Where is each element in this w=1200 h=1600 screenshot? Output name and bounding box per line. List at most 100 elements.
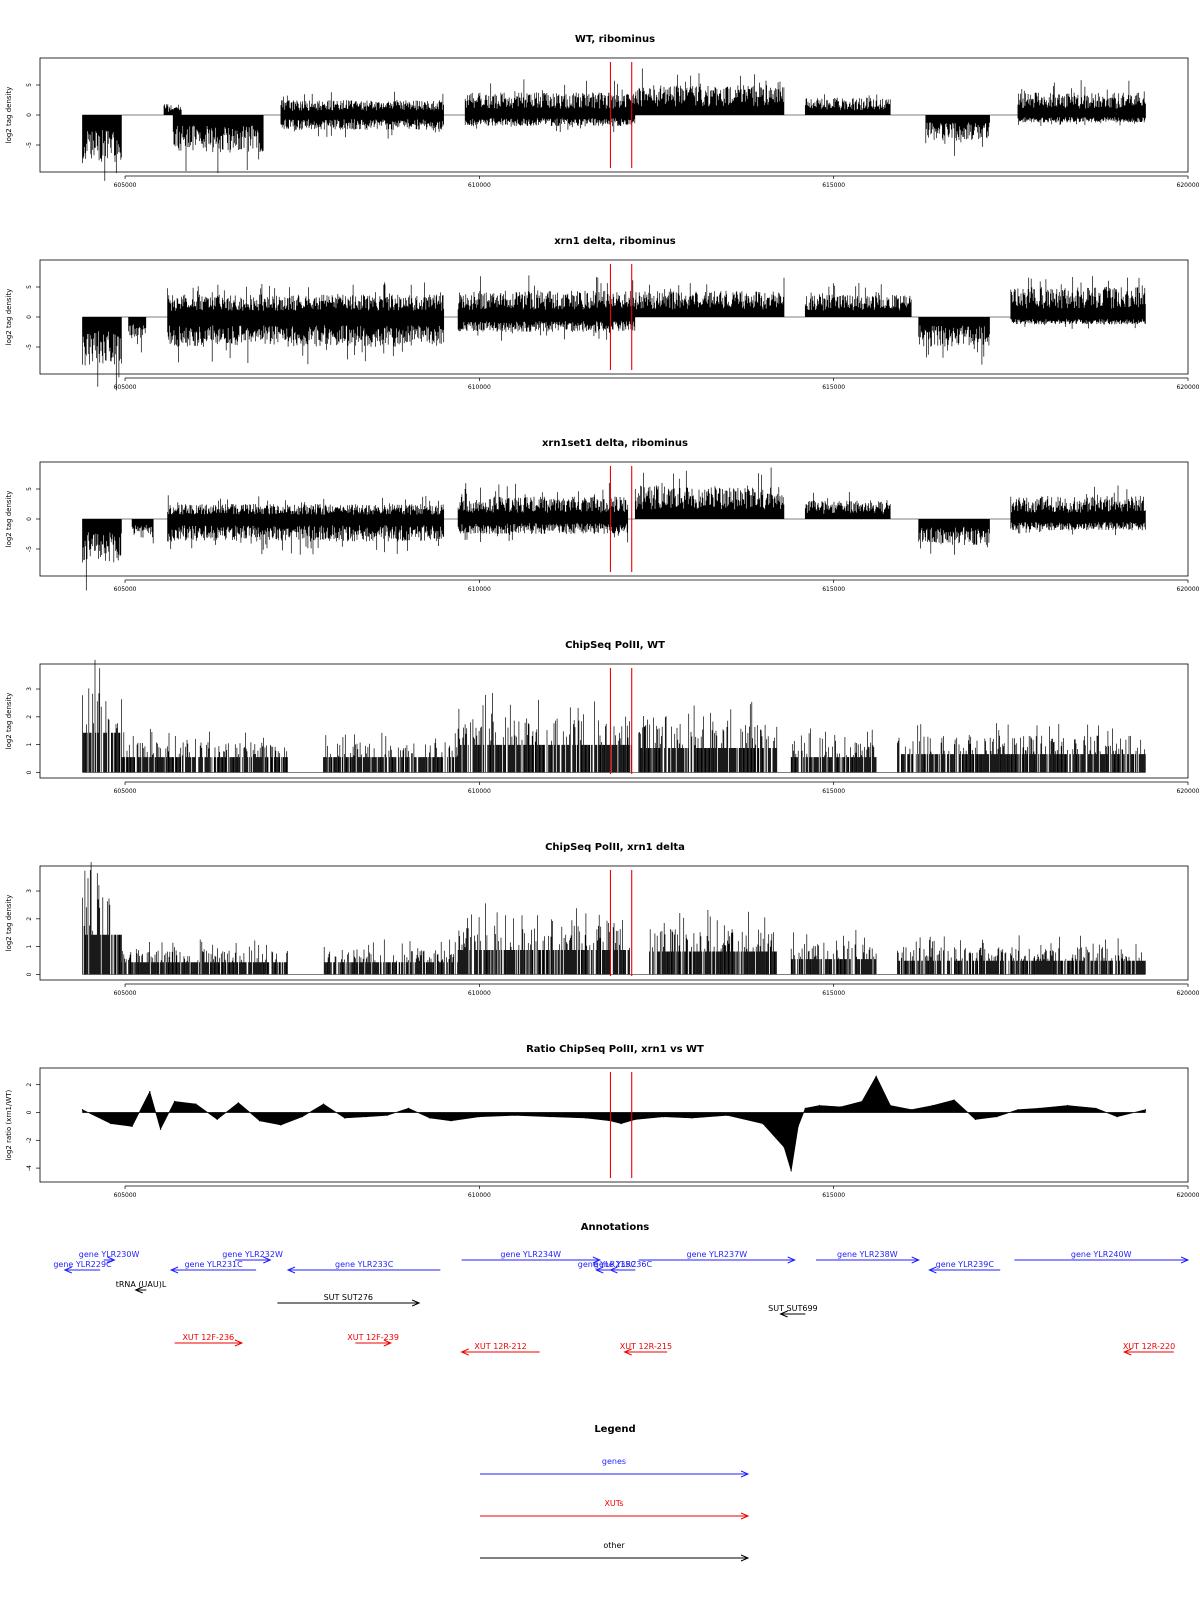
signal-segment <box>131 519 154 544</box>
x-tick-label: 615000 <box>822 586 845 593</box>
plot-frame <box>39 663 1189 779</box>
signal-segment <box>804 283 912 317</box>
signal-segment <box>323 732 458 773</box>
signal-segment <box>1010 485 1146 519</box>
x-tick-label: 610000 <box>468 1192 491 1199</box>
feature-label: gene YLR239C <box>936 1260 995 1269</box>
signal-bars <box>121 728 288 773</box>
x-tick-label: 610000 <box>468 788 491 795</box>
annotations-title: Annotations <box>581 1222 650 1233</box>
signal-segment <box>457 317 636 341</box>
signal-bars <box>790 728 877 773</box>
feature-arrowhead <box>169 1266 179 1274</box>
signal-segment <box>790 728 877 773</box>
y-tick-label: 5 <box>26 83 33 87</box>
ratio-point <box>996 1116 998 1118</box>
annotation-feature: XUT 12R-212 <box>460 1342 540 1356</box>
feature-label: gene YLR237W <box>686 1250 747 1259</box>
ratio-point <box>450 1120 452 1122</box>
feature-label: XUT 12F-236 <box>182 1333 234 1342</box>
signal-segment <box>82 862 122 975</box>
signal-segment <box>82 519 122 591</box>
ratio-point <box>1144 1109 1147 1111</box>
signal-segment <box>457 519 629 543</box>
ratio-point <box>783 1146 785 1148</box>
y-tick-label: 0 <box>26 1110 33 1114</box>
ratio-point <box>280 1124 282 1126</box>
signal-bars <box>280 91 444 115</box>
annotation-feature: gene YLR229C <box>53 1260 112 1274</box>
signal-bars <box>634 467 785 519</box>
signal-bars <box>323 732 458 773</box>
signal-segment <box>1010 519 1146 536</box>
y-tick-label: 5 <box>26 285 33 289</box>
signal-segment <box>457 275 785 317</box>
ratio-point <box>762 1123 764 1125</box>
ratio-point <box>131 1125 133 1127</box>
y-tick-label: -5 <box>26 142 33 148</box>
x-tick-label: 605000 <box>114 1192 137 1199</box>
y-tick-label: -5 <box>26 546 33 552</box>
signal-bars <box>457 317 636 341</box>
feature-label: gene YLR229C <box>53 1260 112 1269</box>
signal-bars <box>457 483 629 519</box>
signal-bars <box>464 79 636 115</box>
ratio-point <box>301 1116 303 1118</box>
ratio-point <box>974 1118 977 1120</box>
annotation-feature: SUT SUT276 <box>277 1293 421 1307</box>
signal-bars <box>638 701 778 773</box>
feature-arrowhead <box>779 1310 788 1318</box>
y-tick-label: 0 <box>26 113 33 117</box>
x-tick-label: 615000 <box>822 384 845 391</box>
feature-label: gene YLR232W <box>222 1250 283 1259</box>
signal-bars <box>323 939 458 975</box>
ratio-point <box>365 1116 367 1118</box>
signal-segment <box>167 317 445 365</box>
signal-segment <box>790 930 877 975</box>
y-tick-label: 5 <box>26 487 33 491</box>
signal-bars <box>649 910 777 975</box>
y-tick-label: 0 <box>26 517 33 521</box>
signal-segment <box>82 317 122 391</box>
y-tick-label: 2 <box>26 1083 33 1087</box>
signal-segment <box>82 115 122 181</box>
signal-bars <box>464 115 636 133</box>
signal-segment <box>121 728 288 773</box>
y-tick-label: 1 <box>26 743 33 747</box>
signal-bars <box>82 317 122 391</box>
x-tick-label: 615000 <box>822 1192 845 1199</box>
legend-item: XUTs <box>480 1499 750 1520</box>
ratio-point <box>514 1114 516 1116</box>
feature-arrowhead <box>928 1266 937 1274</box>
feature-label: gene YLR230W <box>79 1250 140 1259</box>
signal-bars <box>634 68 785 115</box>
signal-bars <box>925 115 990 156</box>
chart-panel: WT, ribominus log2 tag density -5 0 5 605000 6… <box>5 34 1200 189</box>
feature-label: XUT 12R-212 <box>474 1342 526 1351</box>
feature-label: gene YLR240W <box>1071 1250 1132 1259</box>
x-tick-label: 620000 <box>1177 384 1200 391</box>
feature-arrowhead <box>460 1348 469 1356</box>
ratio-point <box>797 1125 799 1127</box>
x-tick-label: 615000 <box>822 788 845 795</box>
chart-title: WT, ribominus <box>575 34 655 45</box>
signal-segment <box>121 939 288 975</box>
signal-segment <box>918 317 990 365</box>
x-tick-label: 605000 <box>114 182 137 189</box>
signal-segment <box>1017 80 1146 115</box>
signal-segment <box>82 659 122 773</box>
chart-panel: xrn1 delta, ribominus log2 tag density -5 0… <box>5 236 1200 391</box>
x-tick-label: 620000 <box>1177 788 1200 795</box>
signal-segment <box>1010 317 1146 329</box>
feature-arrowhead <box>383 1339 393 1347</box>
signal-bars <box>790 930 877 975</box>
ratio-point <box>861 1100 863 1102</box>
legend-label: other <box>603 1541 625 1550</box>
ratio-point <box>818 1104 821 1107</box>
feature-arrowhead <box>609 1266 618 1274</box>
y-tick-label: -2 <box>26 1137 33 1143</box>
x-tick-label: 615000 <box>822 182 845 189</box>
ratio-point <box>875 1075 877 1077</box>
signal-segment <box>918 519 990 555</box>
